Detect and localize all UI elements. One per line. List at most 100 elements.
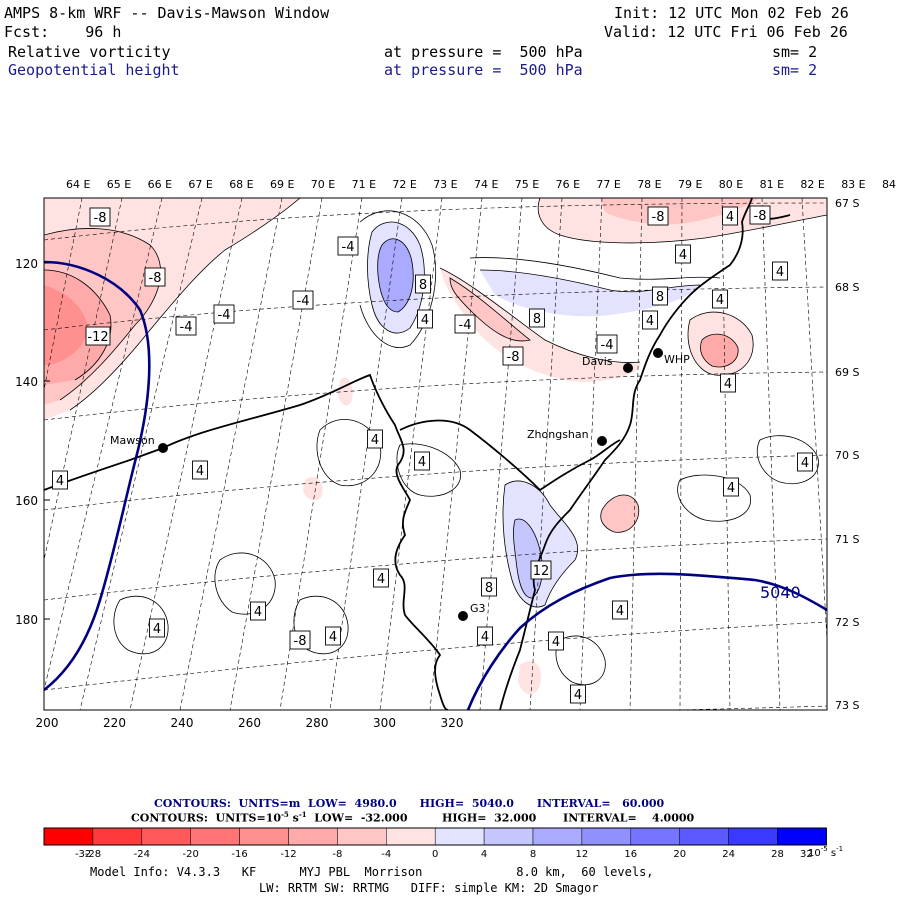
longitude-line: [229, 198, 323, 710]
contour-line: [555, 635, 606, 686]
longitude-line: [44, 198, 123, 561]
contour-label-text: 4: [724, 377, 732, 392]
height-contour-4980: [44, 260, 151, 692]
contour-line: [469, 257, 721, 280]
colorbar-tick-label: 32: [800, 849, 813, 860]
contour-label-box: [548, 631, 564, 651]
longitude-line: [529, 198, 563, 710]
contour-label-text: -8: [94, 211, 107, 226]
contour-label-box: [175, 316, 197, 336]
colorbar-tick-label: 12: [576, 849, 589, 860]
contour-label-box: [454, 314, 476, 334]
top-lon-label: 64 E: [66, 178, 90, 191]
contour-label-text: 4: [616, 604, 624, 619]
contour-label-box: [647, 206, 669, 226]
bottom-x-label: 220: [103, 716, 126, 730]
station-dot-mawson: [158, 443, 168, 453]
colorbar-swatch: [483, 827, 534, 846]
height-contour-info: CONTOURS: UNITS=m LOW= 4980.0 HIGH= 5040…: [154, 797, 665, 810]
contour-label-box: [675, 244, 691, 264]
longitude-line: [44, 198, 163, 691]
contour-label-box: [612, 600, 628, 620]
top-lon-label: 79 E: [678, 178, 702, 191]
colorbar-unit-exp: -5: [821, 845, 828, 853]
bottom-x-label: 240: [171, 716, 194, 730]
contour-label-text: -12: [87, 330, 108, 345]
contour-label-text: 4: [56, 474, 64, 489]
bottom-x-label: 200: [36, 716, 59, 730]
longitude-line: [679, 198, 683, 710]
contour-label-text: -4: [180, 320, 193, 335]
top-lon-label: 73 E: [433, 178, 457, 191]
forecast-hour: Fcst: 96 h: [4, 23, 122, 41]
contour-label-box: [89, 207, 111, 227]
contour-label-text: 4: [153, 622, 161, 637]
map-frame: [43, 197, 828, 711]
colorbar-swatch: [337, 827, 387, 846]
contour-line: [367, 221, 425, 334]
contour-label-box: [192, 460, 208, 480]
colorbar-swatch: [581, 827, 632, 846]
station-label-zhongshan: Zhongshan: [527, 428, 589, 441]
contour-line: [677, 474, 751, 522]
contour-label-text: 8: [419, 278, 427, 293]
colorbar-tick-label: 24: [722, 849, 735, 860]
colorbar-tick-label: 0: [432, 849, 438, 860]
contour-label-box: [85, 326, 111, 346]
contour-label-box: [367, 429, 383, 449]
right-lat-label: 73 S: [835, 699, 859, 712]
station-label-g3: G3: [470, 602, 486, 615]
station-dot-whp: [653, 348, 663, 358]
contour-label-text: 4: [727, 481, 735, 496]
contour-label-text: 4: [371, 433, 379, 448]
contour-line: [113, 595, 169, 655]
colorbar-swatch: [532, 827, 583, 846]
geopotential-height-contours: [44, 260, 827, 710]
neg-vort-small-3: [518, 661, 542, 695]
colorbar-swatch: [630, 827, 680, 846]
longitude-line: [801, 198, 827, 641]
neg-vort-spot-southeast: [600, 494, 639, 533]
latitude-line: [44, 454, 827, 511]
pos-vort-region-north-inner: [377, 238, 414, 312]
contour-label-text: -4: [297, 294, 310, 309]
longitude-line: [429, 198, 483, 710]
height-label-5040: 5040: [760, 583, 801, 602]
contour-label-text: -8: [507, 350, 520, 365]
contour-label-box: [712, 289, 728, 309]
contour-line: [537, 198, 827, 244]
contour-label-text: 4: [679, 248, 687, 263]
contour-label-text: 4: [646, 314, 654, 329]
top-lon-label: 68 E: [229, 178, 253, 191]
left-grid-axis: 120 140 160 180: [15, 257, 50, 627]
vort-units-exp: -5: [281, 810, 289, 819]
contour-label-box: [289, 630, 311, 650]
longitude-line: [379, 198, 443, 710]
right-lat-label: 67 S: [835, 197, 859, 210]
longitude-line: [44, 198, 83, 392]
contour-line: [449, 277, 531, 342]
top-lon-label: 74 E: [474, 178, 498, 191]
contour-line: [479, 269, 701, 293]
contour-label-box: [642, 310, 658, 330]
contour-label-box: [722, 206, 738, 226]
right-latitude-axis: 67 S 68 S 69 S 70 S 71 S 72 S 73 S: [835, 197, 859, 712]
map-panel: [44, 198, 827, 710]
station-dot-davis: [623, 363, 633, 373]
colorbar-tick-label: 8: [530, 849, 536, 860]
contour-line: [700, 333, 739, 368]
contour-label-text: 4: [726, 210, 734, 225]
neg-vort-spot-east-inner: [700, 334, 739, 368]
left-y-label: 180: [15, 613, 38, 627]
neg-vort-band-central-inner: [450, 278, 530, 341]
contour-line: [600, 494, 640, 533]
contour-label-box: [292, 290, 314, 310]
station-label-davis: Davis: [582, 355, 613, 368]
longitude-line: [479, 198, 523, 710]
colorbar-swatch: [679, 827, 729, 846]
colorbar-swatch: [190, 827, 240, 846]
colorbar-tick-label: -24: [134, 849, 150, 860]
station-dot-zhongshan: [597, 436, 607, 446]
model-info-line-1: Model Info: V4.3.3 KF MYJ PBL Morrison 8…: [90, 865, 654, 879]
